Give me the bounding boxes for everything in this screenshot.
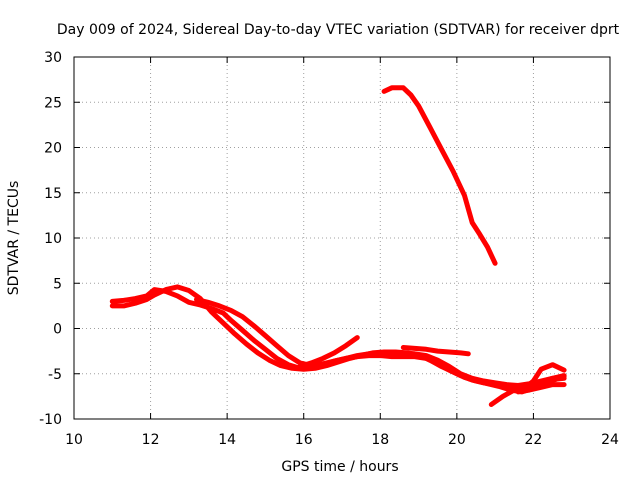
series-line-trace-a <box>109 287 567 388</box>
y-tick-label: -10 <box>39 412 62 428</box>
x-tick-label: 16 <box>295 432 313 448</box>
series-line-trace-h <box>381 85 498 266</box>
x-tick-label: 18 <box>371 432 389 448</box>
y-tick-label: 5 <box>53 276 62 292</box>
y-tick-label: 15 <box>44 186 62 202</box>
y-tick-label: 25 <box>44 95 62 111</box>
series-line-trace-c <box>194 297 567 391</box>
chart-title: Day 009 of 2024, Sidereal Day-to-day VTE… <box>57 22 620 38</box>
y-tick-label: 10 <box>44 231 62 247</box>
series-line-trace-g <box>515 382 567 395</box>
y-tick-label: 20 <box>44 141 62 157</box>
y-tick-label: 0 <box>53 322 62 338</box>
x-axis-label: GPS time / hours <box>281 459 398 475</box>
x-tick-label: 20 <box>448 432 466 448</box>
series-line-trace-b <box>109 284 567 395</box>
series-line-trace-d <box>297 335 360 369</box>
y-axis-label: SDTVAR / TECUs <box>6 181 22 296</box>
x-tick-label: 22 <box>525 432 543 448</box>
grid <box>74 57 610 419</box>
series-line-trace-f <box>488 362 567 407</box>
x-axis-ticks: 10 12 14 16 18 20 22 24 <box>65 57 619 448</box>
series-line-trace-e <box>400 345 471 357</box>
y-axis-ticks: -10 -5 0 5 10 15 20 25 30 <box>39 50 610 428</box>
x-tick-label: 14 <box>218 432 236 448</box>
y-tick-label: 30 <box>44 50 62 66</box>
x-tick-label: 10 <box>65 432 83 448</box>
y-tick-label: -5 <box>48 367 62 383</box>
x-tick-label: 24 <box>601 432 619 448</box>
series-group <box>109 85 567 407</box>
x-tick-label: 12 <box>142 432 160 448</box>
